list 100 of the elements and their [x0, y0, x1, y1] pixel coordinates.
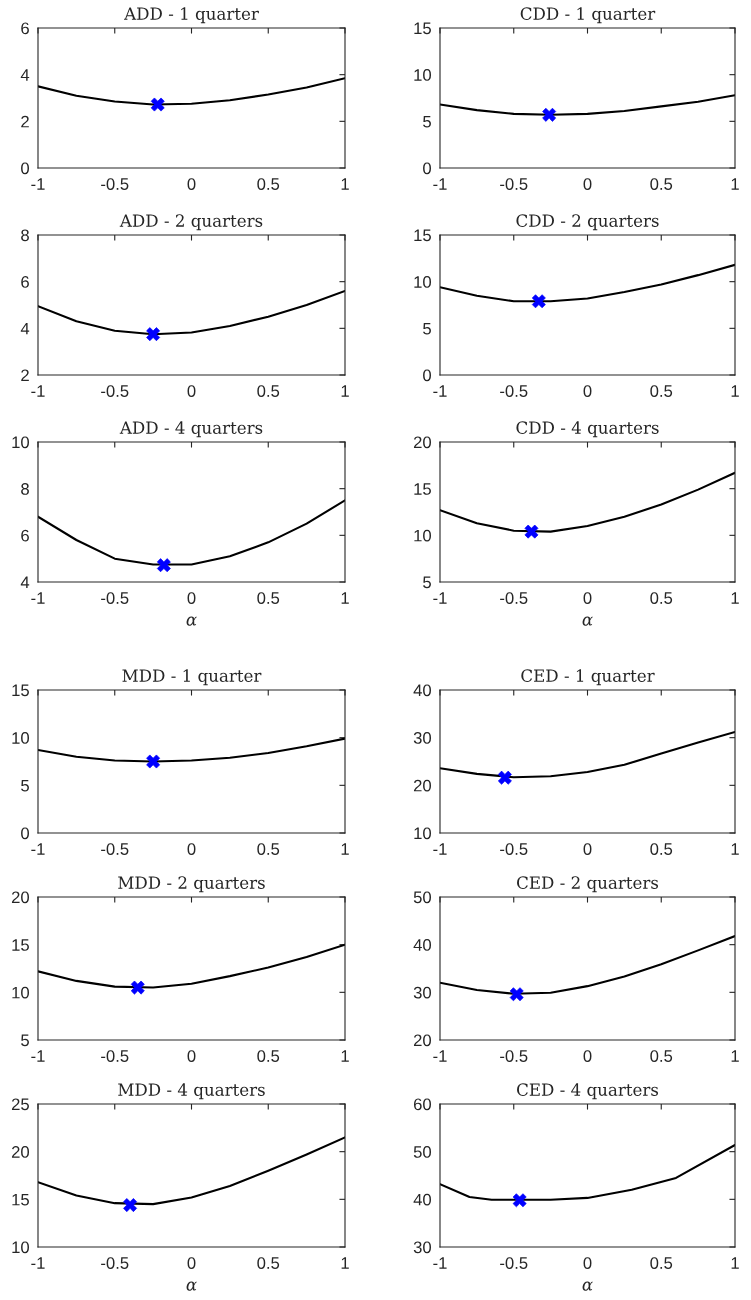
- x-tick-label: 0.5: [257, 1257, 280, 1269]
- line-series: [440, 263, 735, 303]
- x-axis-title: α: [186, 616, 197, 626]
- y-tick-label: 30: [413, 986, 432, 999]
- chart-title: MDD - 4 quarters: [118, 1083, 265, 1100]
- y-tick-label: 15: [12, 939, 29, 951]
- y-tick-label: 4: [20, 576, 30, 589]
- y-tick-label: 2: [21, 369, 29, 382]
- chart-title: ADD - 1 quarter: [124, 7, 259, 24]
- y-tick-label: 8: [21, 483, 29, 495]
- x-tick-label: -1: [433, 385, 447, 397]
- x-tick-label: 0: [583, 1257, 592, 1269]
- x-tick-label: 0: [583, 1050, 592, 1062]
- x-tick-label: 0.5: [650, 1050, 673, 1062]
- x-tick-label: 0.5: [257, 592, 280, 604]
- x-tick-label: 0: [187, 1050, 196, 1062]
- y-tick-label: 30: [413, 1241, 432, 1254]
- x-tick-label: -1: [31, 592, 45, 604]
- y-tick-label: 10: [414, 529, 432, 542]
- y-tick-label: 15: [12, 684, 29, 697]
- y-tick-label: 5: [21, 1034, 29, 1047]
- chart-title: CDD - 1 quarter: [520, 7, 656, 24]
- y-tick-label: 4: [20, 69, 30, 81]
- y-tick-label: 6: [21, 529, 29, 542]
- x-tick-label: 0: [583, 592, 592, 604]
- y-tick-label: 10: [414, 827, 432, 840]
- y-tick-label: 5: [423, 115, 431, 128]
- x-tick-label: 1: [731, 178, 739, 190]
- x-tick-label: 1: [731, 1257, 739, 1269]
- x-tick-label: 1: [341, 843, 349, 855]
- y-tick-label: 50: [413, 1146, 432, 1158]
- y-tick-label: 5: [423, 576, 431, 589]
- y-tick-label: 2: [21, 115, 29, 128]
- y-tick-label: 30: [413, 732, 432, 744]
- x-tick-label: 0.5: [650, 843, 673, 855]
- x-tick-label: -0.5: [500, 843, 528, 855]
- y-tick-label: 8: [21, 229, 29, 242]
- y-tick-label: 10: [414, 69, 432, 81]
- x-tick-label: 0.5: [257, 385, 280, 397]
- x-tick-label: -0.5: [101, 592, 129, 604]
- x-tick-label: 1: [341, 385, 349, 397]
- x-tick-label: 1: [731, 1050, 739, 1062]
- chart-title: CDD - 2 quarters: [516, 214, 659, 231]
- x-tick-label: 0: [187, 178, 196, 190]
- x-tick-label: 0.5: [257, 178, 280, 190]
- x-tick-label: -0.5: [101, 843, 129, 855]
- y-tick-label: 20: [413, 1034, 432, 1047]
- x-tick-label: 1: [341, 1257, 349, 1269]
- x-tick-label: -1: [31, 178, 45, 190]
- y-tick-label: 15: [12, 1193, 29, 1206]
- x-tick-label: 0.5: [650, 178, 673, 190]
- x-tick-label: 0.5: [257, 843, 280, 855]
- y-tick-label: 15: [414, 229, 431, 242]
- x-tick-label: -0.5: [500, 592, 528, 604]
- y-tick-label: 60: [413, 1098, 432, 1111]
- x-axis-title: α: [582, 616, 593, 626]
- y-tick-label: 20: [413, 779, 432, 792]
- line-series: [440, 1143, 735, 1201]
- y-tick-label: 25: [11, 1098, 29, 1111]
- x-tick-label: -0.5: [500, 1050, 528, 1062]
- chart-title: ADD - 4 quarters: [119, 421, 263, 438]
- chart-title: CED - 2 quarters: [517, 876, 659, 893]
- x-axis-title: α: [582, 1281, 593, 1291]
- chart-title: CED - 4 quarters: [517, 1083, 659, 1100]
- y-tick-label: 10: [12, 436, 30, 449]
- y-tick-label: 5: [21, 779, 29, 792]
- y-tick-label: 4: [20, 322, 30, 335]
- y-tick-label: 10: [414, 276, 432, 288]
- x-tick-label: -0.5: [101, 1257, 129, 1269]
- y-tick-label: 10: [12, 1241, 30, 1254]
- x-tick-label: -1: [433, 178, 447, 190]
- y-tick-label: 10: [12, 732, 30, 744]
- x-tick-label: 1: [731, 385, 739, 397]
- x-tick-label: -1: [31, 1257, 45, 1269]
- chart-title: MDD - 2 quarters: [118, 876, 265, 893]
- y-tick-label: 50: [413, 891, 432, 904]
- x-tick-label: 0: [583, 843, 592, 855]
- line-series: [38, 499, 345, 566]
- chart-title: CDD - 4 quarters: [516, 421, 659, 438]
- x-tick-label: -0.5: [500, 1257, 528, 1269]
- x-tick-label: -1: [433, 1050, 447, 1062]
- x-axis-title: α: [186, 1281, 197, 1291]
- y-tick-label: 40: [413, 1193, 432, 1206]
- x-tick-label: -1: [31, 843, 45, 855]
- x-tick-label: 1: [341, 592, 349, 604]
- x-tick-label: 0: [187, 1257, 196, 1269]
- x-tick-label: 0.5: [650, 592, 673, 604]
- x-tick-label: -1: [433, 1257, 447, 1269]
- y-tick-label: 40: [413, 939, 432, 951]
- y-tick-label: 5: [423, 322, 431, 335]
- y-tick-label: 40: [413, 684, 432, 697]
- x-tick-label: 0: [187, 843, 196, 855]
- x-tick-label: -1: [433, 592, 447, 604]
- x-tick-label: 0: [583, 178, 592, 190]
- x-tick-label: -1: [31, 385, 45, 397]
- y-tick-label: 15: [414, 22, 431, 35]
- x-tick-label: 0.5: [650, 385, 673, 397]
- y-tick-label: 0: [423, 162, 432, 175]
- x-tick-label: 0.5: [650, 1257, 673, 1269]
- x-tick-label: -1: [31, 1050, 45, 1062]
